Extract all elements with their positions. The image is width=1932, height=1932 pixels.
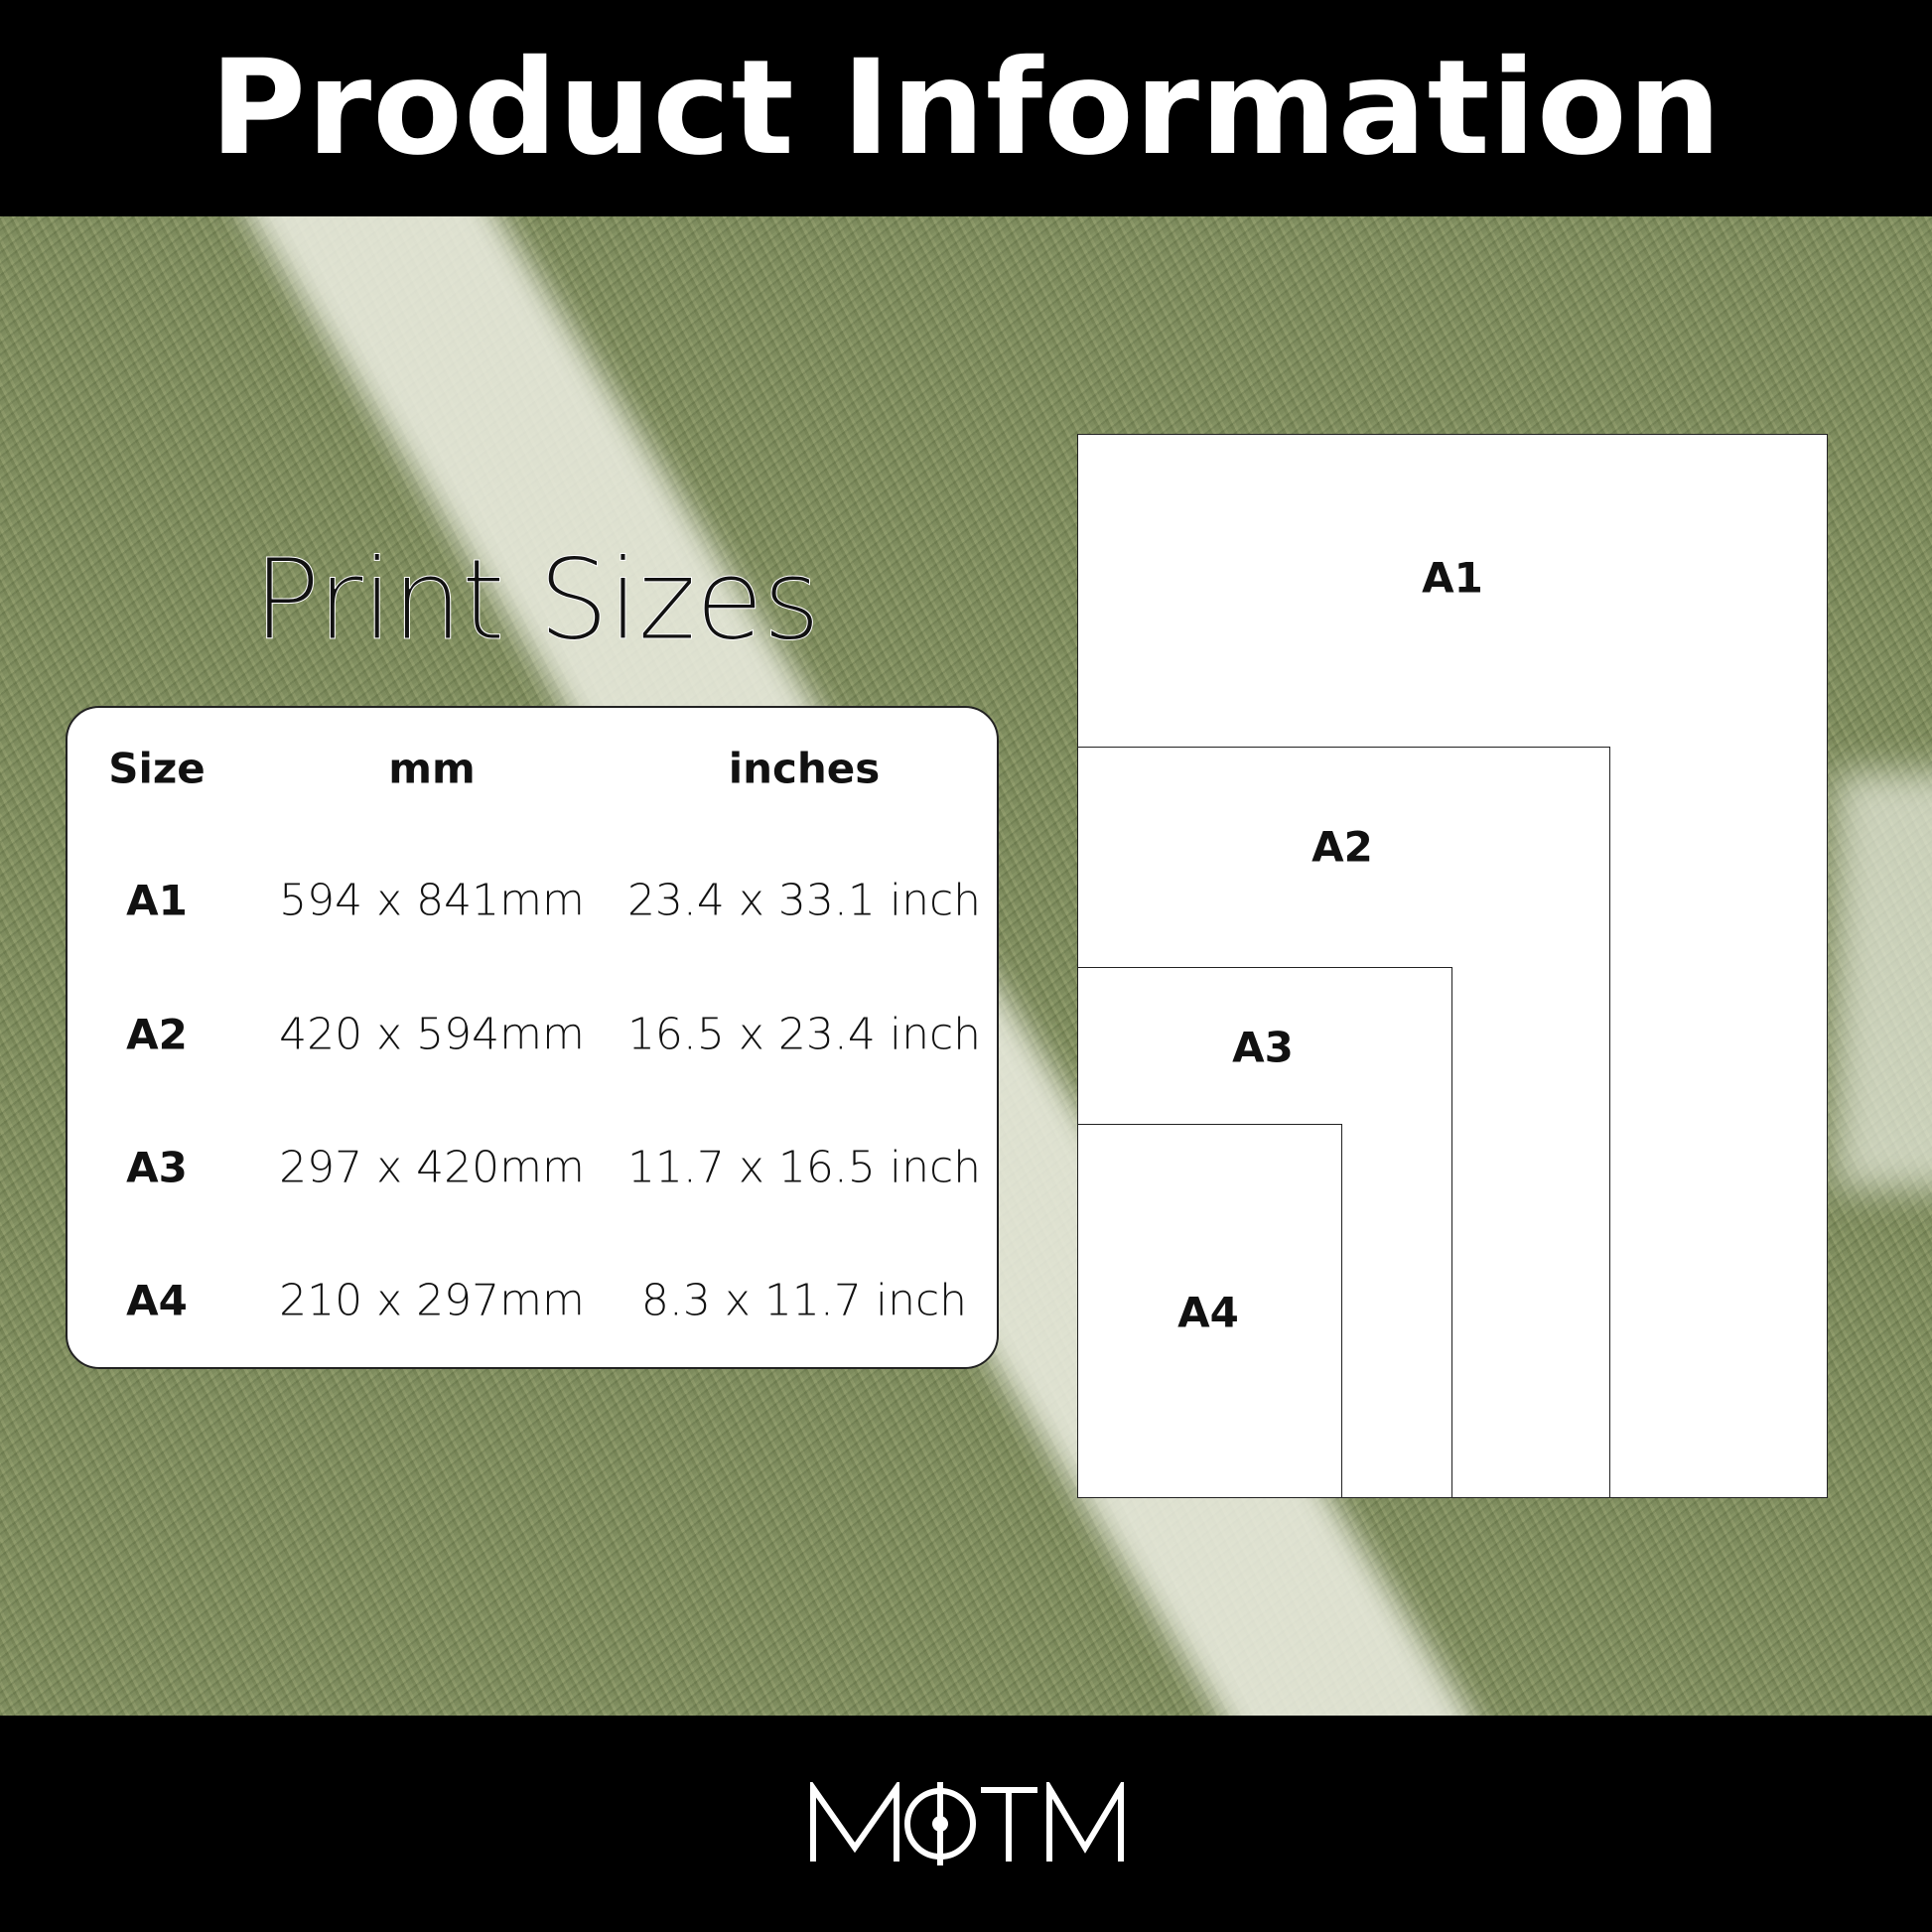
table-cell-inches: 11.7 x 16.5 inch bbox=[626, 1142, 982, 1193]
size-label-a3: A3 bbox=[1232, 1023, 1294, 1072]
size-table: Size mm inches A1 594 x 841mm 23.4 x 33.… bbox=[66, 706, 999, 1369]
table-cell-mm: 297 x 420mm bbox=[279, 1142, 585, 1193]
table-cell-size: A4 bbox=[126, 1276, 188, 1325]
column-header: Size bbox=[108, 744, 206, 793]
page-title: Product Information bbox=[209, 32, 1723, 185]
motm-logo bbox=[810, 1782, 1124, 1865]
size-label-a1: A1 bbox=[1422, 553, 1483, 603]
table-cell-inches: 23.4 x 33.1 inch bbox=[626, 875, 982, 926]
pitch-line bbox=[1837, 772, 1932, 1189]
size-label-a4: A4 bbox=[1177, 1288, 1239, 1337]
column-header: inches bbox=[728, 744, 881, 793]
size-label-a2: A2 bbox=[1311, 822, 1373, 872]
footer-bar bbox=[0, 1716, 1932, 1932]
size-rect-a4 bbox=[1077, 1124, 1342, 1498]
table-cell-size: A2 bbox=[126, 1010, 188, 1059]
table-cell-inches: 16.5 x 23.4 inch bbox=[626, 1009, 982, 1060]
column-header: mm bbox=[388, 744, 476, 793]
table-cell-inches: 8.3 x 11.7 inch bbox=[640, 1275, 968, 1326]
section-title: Print Sizes bbox=[253, 536, 821, 666]
table-cell-mm: 594 x 841mm bbox=[279, 875, 585, 926]
table-cell-size: A3 bbox=[126, 1143, 188, 1192]
table-cell-size: A1 bbox=[126, 876, 188, 925]
header-bar: Product Information bbox=[0, 0, 1932, 216]
table-cell-mm: 210 x 297mm bbox=[279, 1275, 585, 1326]
table-cell-mm: 420 x 594mm bbox=[279, 1009, 585, 1060]
